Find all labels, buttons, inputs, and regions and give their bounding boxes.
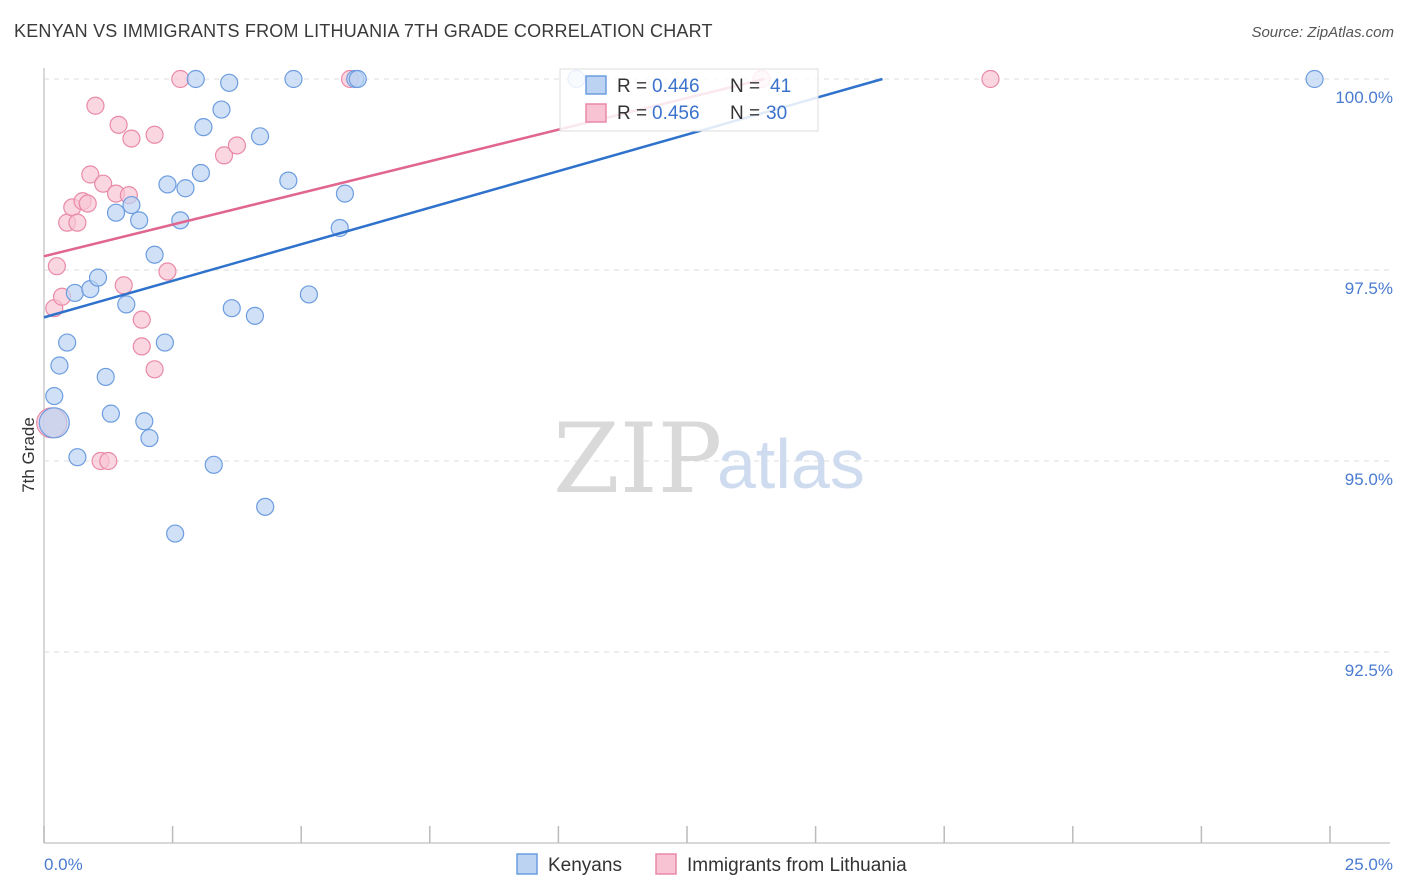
kenyans-point-30 [250, 127, 270, 146]
kenyans-point-23 [191, 163, 210, 183]
lithuania-point-22 [145, 125, 164, 144]
legend-swatch-blue [585, 75, 607, 95]
kenyans-point-34 [299, 285, 319, 304]
watermark-zip: ZIP [553, 403, 722, 515]
kenyans-point-22 [186, 69, 205, 89]
kenyans-point-21 [176, 179, 195, 198]
kenyans-point-10 [106, 203, 126, 222]
legend-n-label-2: N = [730, 103, 760, 124]
lithuania-point-21 [145, 360, 164, 379]
watermark: ZIP atlas [553, 403, 865, 515]
kenyans-point-27 [220, 73, 239, 92]
kenyans-point-19 [166, 524, 185, 543]
legend-n-value-2: 30 [766, 103, 787, 124]
kenyans-point-28 [222, 299, 241, 318]
legend-r-label-1: R = [617, 76, 647, 97]
y-tick-label-2: 97.5% [1345, 279, 1393, 298]
lithuania-point-19 [132, 310, 151, 329]
legend: R = 0.446 N = 41 R = 0.456 N = 30 [559, 68, 819, 132]
lithuania-point-23 [158, 262, 177, 281]
watermark-atlas: atlas [717, 425, 865, 503]
bottom-legend: Kenyans Immigrants from Lithuania [516, 853, 907, 876]
kenyans-point-36 [335, 184, 355, 203]
legend-r-value-1: 0.446 [652, 76, 700, 97]
kenyans-point-0 [38, 407, 70, 439]
axes [43, 68, 1390, 844]
y-tick-label-3: 100.0% [1335, 88, 1393, 107]
legend-r-label-2: R = [617, 103, 647, 124]
kenyans-point-40 [348, 69, 367, 89]
y-tick-labels: 92.5% 95.0% 97.5% 100.0% [1335, 88, 1393, 680]
chart-title: KENYAN VS IMMIGRANTS FROM LITHUANIA 7TH … [14, 21, 713, 41]
kenyans-point-24 [194, 118, 213, 137]
kenyans-point-13 [130, 211, 149, 230]
kenyans-point-17 [155, 333, 174, 352]
source-label: Source: ZipAtlas.com [1251, 24, 1394, 41]
lithuania-point-10 [86, 96, 105, 115]
y-tick-label-0: 92.5% [1345, 661, 1393, 680]
kenyans-point-39 [1305, 69, 1324, 89]
x-tick-label-min: 0.0% [44, 855, 83, 874]
lithuania-point-9 [81, 165, 100, 184]
kenyans-point-12 [122, 195, 141, 215]
lithuania-point-24 [171, 69, 190, 89]
kenyans-point-1 [45, 386, 64, 406]
kenyans-point-29 [245, 306, 265, 325]
kenyans-point-5 [68, 448, 87, 467]
legend-n-value-1: 41 [770, 76, 791, 97]
bottom-legend-label-lithuania: Immigrants from Lithuania [687, 855, 907, 876]
x-ticks [43, 826, 1331, 843]
kenyans-point-11 [117, 295, 136, 314]
lithuania-point-20 [132, 337, 151, 356]
bottom-legend-swatch-lithuania [655, 853, 677, 875]
lithuania-point-15 [109, 115, 128, 134]
kenyans-point-31 [256, 497, 275, 516]
y-axis-label: 7th Grade [19, 417, 38, 493]
kenyans-point-9 [101, 404, 120, 423]
lithuania-point-29 [981, 69, 1000, 89]
lithuania-point-25 [214, 146, 234, 165]
gridlines [44, 78, 1390, 653]
bottom-legend-label-kenyans: Kenyans [548, 855, 622, 876]
lithuania-point-12 [94, 174, 113, 193]
kenyans-point-14 [135, 412, 154, 431]
lithuania-point-8 [78, 194, 97, 213]
kenyans-point-18 [158, 175, 177, 194]
legend-r-value-2: 0.456 [652, 103, 700, 124]
kenyans-point-33 [284, 69, 303, 89]
kenyans-point-26 [212, 100, 231, 119]
bottom-legend-swatch-kenyans [516, 853, 538, 875]
x-tick-label-max: 25.0% [1345, 855, 1393, 874]
lithuania-point-26 [227, 136, 246, 155]
lithuania-point-2 [47, 257, 66, 276]
legend-swatch-pink [585, 103, 607, 123]
legend-n-label-1: N = [730, 76, 760, 97]
lithuania-point-16 [114, 276, 133, 295]
kenyans-point-7 [88, 268, 108, 287]
lithuania-point-18 [122, 129, 141, 148]
kenyans-point-8 [96, 367, 115, 387]
lithuania-point-13 [99, 451, 118, 471]
lithuania-point-6 [68, 213, 87, 232]
y-tick-label-1: 95.0% [1345, 470, 1393, 489]
kenyans-point-32 [279, 171, 298, 190]
kenyans-point-3 [58, 333, 77, 352]
kenyans-point-25 [204, 455, 223, 474]
kenyans-point-4 [65, 283, 84, 303]
kenyans-point-15 [140, 428, 159, 448]
kenyans-point-2 [50, 356, 69, 375]
kenyans-point-16 [145, 245, 164, 264]
